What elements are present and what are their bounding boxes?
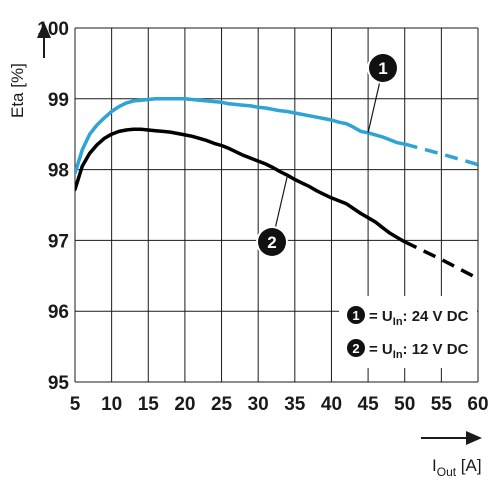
legend-entry-text: = UIn: 12 V DC	[369, 341, 469, 361]
marker-circle	[258, 228, 286, 256]
x-tick-label: 40	[321, 394, 342, 415]
x-tick-label: 30	[248, 394, 269, 415]
x-tick-label: 45	[358, 394, 380, 415]
y-tick-label: 98	[48, 161, 69, 182]
marker-number: 1	[378, 59, 387, 78]
x-axis-label-group: IOut [A]	[421, 431, 482, 479]
y-tick-label: 99	[48, 90, 69, 111]
legend-entry-text: = UIn: 24 V DC	[369, 308, 469, 328]
x-tick-label: 55	[431, 394, 453, 415]
curve-markers: 12	[256, 52, 399, 258]
x-tick-label: 35	[284, 394, 306, 415]
y-tick-label: 95	[48, 373, 70, 394]
marker-number: 2	[267, 233, 276, 252]
legend-marker-number: 2	[352, 341, 359, 356]
series-line-extrapolated-1	[404, 142, 478, 167]
legend-marker-circle	[347, 339, 365, 357]
x-tick-label: 50	[394, 394, 415, 415]
legend: 1 = UIn: 24 V DC 2 = UIn: 12 V DC	[339, 296, 477, 368]
x-tick-label: 15	[138, 394, 160, 415]
series-layer	[75, 97, 478, 281]
x-tick-labels: 5 10 15 20 25 30 35 40 45 50 55 60	[70, 394, 489, 415]
y-axis-arrow-icon	[37, 22, 51, 38]
x-axis-label: IOut [A]	[432, 456, 482, 479]
x-tick-label: 25	[211, 394, 233, 415]
y-tick-label: 96	[48, 302, 69, 323]
series-line-extrapolated-2	[403, 240, 478, 281]
y-tick-label: 97	[48, 231, 69, 252]
x-tick-label: 10	[101, 394, 122, 415]
x-tick-label: 20	[174, 394, 195, 415]
y-axis-label: Eta [%]	[8, 63, 27, 118]
legend-marker-number: 1	[352, 308, 359, 323]
marker-circle	[369, 54, 397, 82]
series-line-1	[75, 97, 407, 175]
y-axis-label-group: Eta [%]	[8, 22, 51, 118]
x-tick-label: 60	[467, 394, 488, 415]
series-line-2	[75, 127, 407, 244]
legend-box	[339, 296, 477, 368]
legend-marker-circle	[347, 306, 365, 324]
x-axis-arrow-icon	[466, 431, 482, 445]
x-tick-label: 5	[70, 394, 81, 415]
